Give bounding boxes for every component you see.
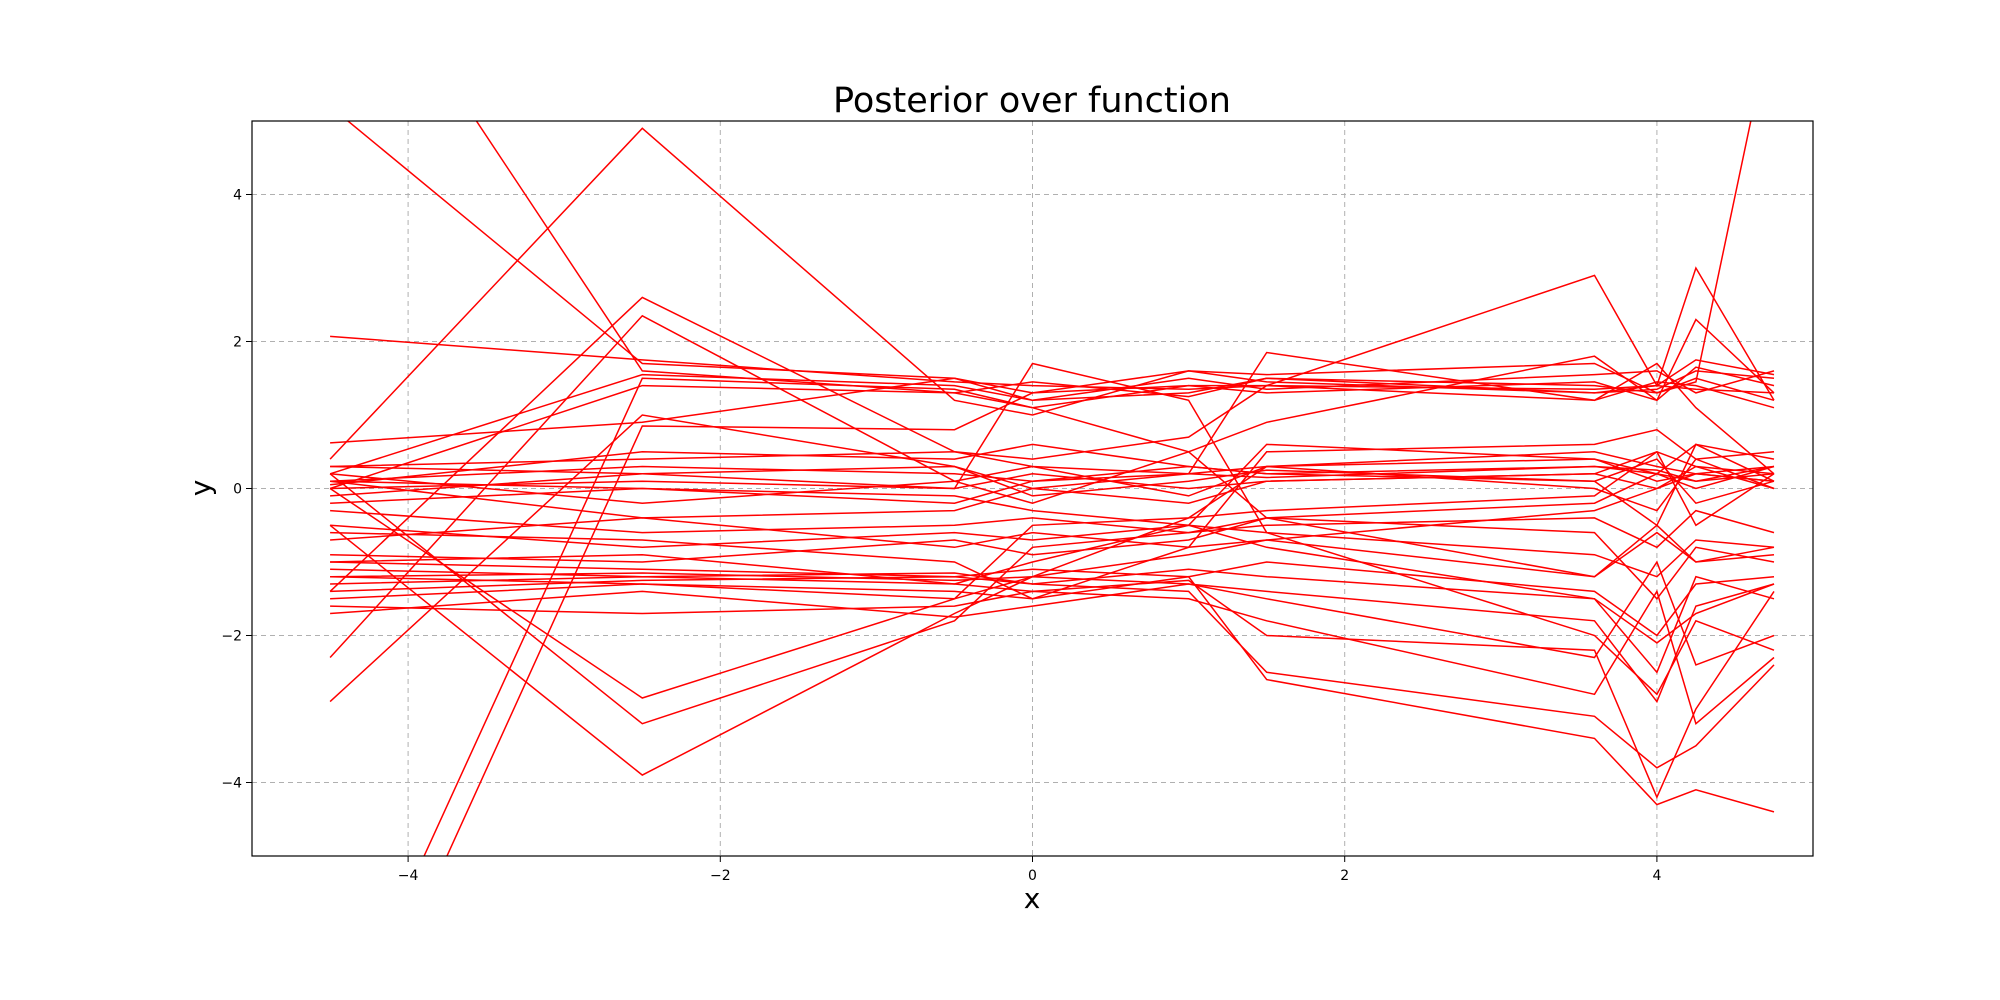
grid [252,121,1813,856]
y-tick-label: −2 [221,629,242,645]
x-axis-label: x [1024,882,1041,915]
series-line-s25 [330,568,1775,674]
series-line-s20 [330,509,1775,549]
series-group [329,121,1775,856]
x-tick-label: 4 [1652,868,1661,884]
series-line-s30 [330,589,1775,726]
series-line-s26 [330,572,1775,704]
plot-frame [251,120,1814,857]
axis-ticks: −4 −2 0 2 4 −4 −2 0 2 4 [221,188,1661,885]
chart-title: Posterior over function [833,81,1231,121]
y-tick-label: 4 [233,188,242,204]
series-line-s18 [330,443,1775,527]
series-line-s39 [330,451,1775,600]
series-line-s10 [329,314,1775,659]
series-line-s9 [329,266,1775,592]
y-tick-label: −4 [221,776,242,792]
series-line-s33 [329,465,1775,725]
y-tick-label: 2 [233,335,242,351]
series-line-s37 [330,428,1775,600]
series-line-s8 [329,121,1752,460]
series-line-s11 [329,351,1775,703]
x-tick-label: −4 [398,868,419,884]
series-line-s31 [330,560,1775,666]
x-tick-label: 0 [1028,868,1037,884]
series-line-s29 [330,575,1775,813]
series-line-s28 [330,575,1775,769]
series-line-s34 [329,473,1775,776]
series-line-s27 [330,575,1775,800]
series-line-s13 [330,465,1775,482]
y-tick-label: 0 [233,482,242,498]
series-line-s36 [330,362,1775,696]
series-line-s38 [330,443,1775,585]
x-tick-label: 2 [1340,868,1349,884]
series-line-s24 [330,561,1775,637]
series-line-s2 [346,121,1775,394]
series-line-s4 [329,370,1775,475]
x-tick-label: −2 [710,868,731,884]
series-line-s22 [330,517,1775,578]
series-line-s7 [446,381,1775,856]
series-line-s6 [330,359,1775,444]
series-line-s40 [330,480,1775,644]
y-axis-label: y [184,480,217,497]
series-line-s3 [475,121,1775,402]
